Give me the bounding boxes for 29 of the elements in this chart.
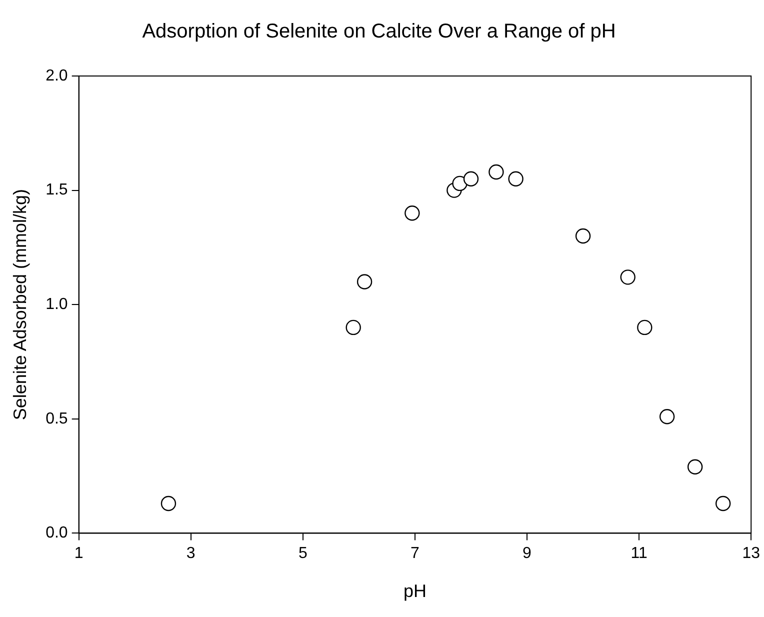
point xyxy=(452,176,468,192)
x-tick-label: 9 xyxy=(522,545,532,562)
point xyxy=(346,320,361,336)
y-tick-label: 1.5 xyxy=(46,182,68,199)
point xyxy=(508,171,524,186)
x-tick-label: 13 xyxy=(742,545,760,562)
point xyxy=(637,320,652,336)
point xyxy=(659,409,675,424)
x-tick-label: 5 xyxy=(298,545,308,562)
x-tick-label: 11 xyxy=(630,545,648,562)
x-tick-label: 7 xyxy=(410,545,420,562)
y-axis-title: Selenite Adsorbed (mmol/kg) xyxy=(10,189,30,420)
x-tick-label: 3 xyxy=(186,545,196,562)
y-tick-label: 1.0 xyxy=(46,296,68,314)
point xyxy=(687,459,703,475)
point xyxy=(575,228,591,244)
point xyxy=(463,171,479,186)
y-tick-label: 0.5 xyxy=(46,410,68,428)
x-tick-label: 1 xyxy=(74,545,84,562)
point xyxy=(715,496,731,512)
x-axis-title: pH xyxy=(403,581,426,602)
y-tick-label: 2.0 xyxy=(46,67,68,84)
point xyxy=(356,274,372,290)
chart-title: Adsorption of Selenite on Calcite Over a Range of pH xyxy=(142,20,616,43)
point xyxy=(620,270,636,285)
y-tick-label: 0.0 xyxy=(46,524,68,542)
point xyxy=(160,496,176,512)
point xyxy=(404,206,420,221)
point xyxy=(488,164,504,180)
